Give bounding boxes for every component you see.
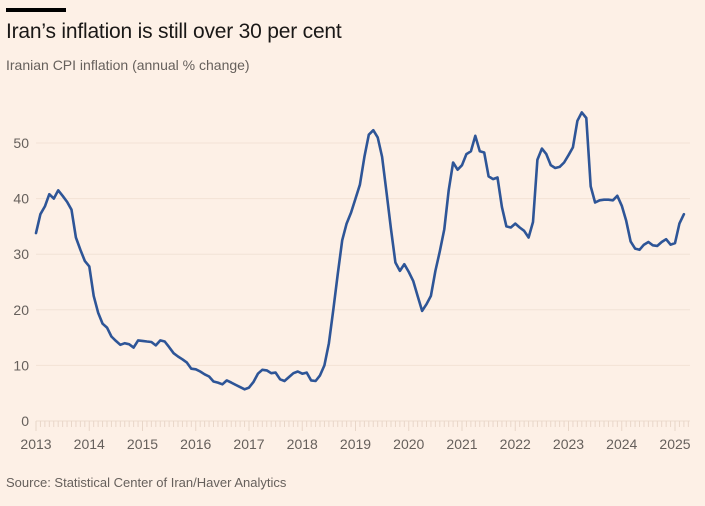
x-tick-label: 2021 bbox=[446, 436, 477, 452]
chart-title: Iran’s inflation is still over 30 per ce… bbox=[6, 20, 342, 43]
chart-subtitle: Iranian CPI inflation (annual % change) bbox=[6, 57, 250, 73]
x-tick-label: 2023 bbox=[553, 436, 584, 452]
x-tick-label: 2019 bbox=[340, 436, 371, 452]
y-tick-label: 0 bbox=[21, 413, 29, 429]
x-tick-label: 2018 bbox=[287, 436, 318, 452]
y-tick-label: 30 bbox=[13, 246, 29, 262]
series-line-cpi-inflation bbox=[34, 111, 686, 391]
x-minor-ticks bbox=[35, 421, 689, 431]
x-tick-label: 2025 bbox=[659, 436, 690, 452]
x-tick-label: 2020 bbox=[393, 436, 424, 452]
gridlines bbox=[36, 142, 690, 422]
series-group bbox=[34, 111, 686, 391]
y-tick-label: 10 bbox=[13, 357, 29, 373]
top-rule bbox=[6, 8, 66, 12]
x-tick-label: 2016 bbox=[180, 436, 211, 452]
x-axis: 2013 2014 2015 2016 2017 2018 2019 2020 2021 2022… bbox=[20, 436, 690, 452]
x-tick-label: 2024 bbox=[606, 436, 637, 452]
x-tick-label: 2013 bbox=[20, 436, 51, 452]
y-tick-label: 40 bbox=[13, 191, 29, 207]
y-tick-label: 20 bbox=[13, 302, 29, 318]
x-tick-label: 2014 bbox=[74, 436, 105, 452]
source-note: Source: Statistical Center of Iran/Haver… bbox=[6, 475, 287, 490]
x-tick-label: 2015 bbox=[127, 436, 158, 452]
x-tick-label: 2022 bbox=[500, 436, 531, 452]
y-tick-label: 50 bbox=[13, 135, 29, 151]
x-tick-label: 2017 bbox=[233, 436, 264, 452]
y-axis: 0 10 20 30 40 50 bbox=[13, 135, 29, 429]
